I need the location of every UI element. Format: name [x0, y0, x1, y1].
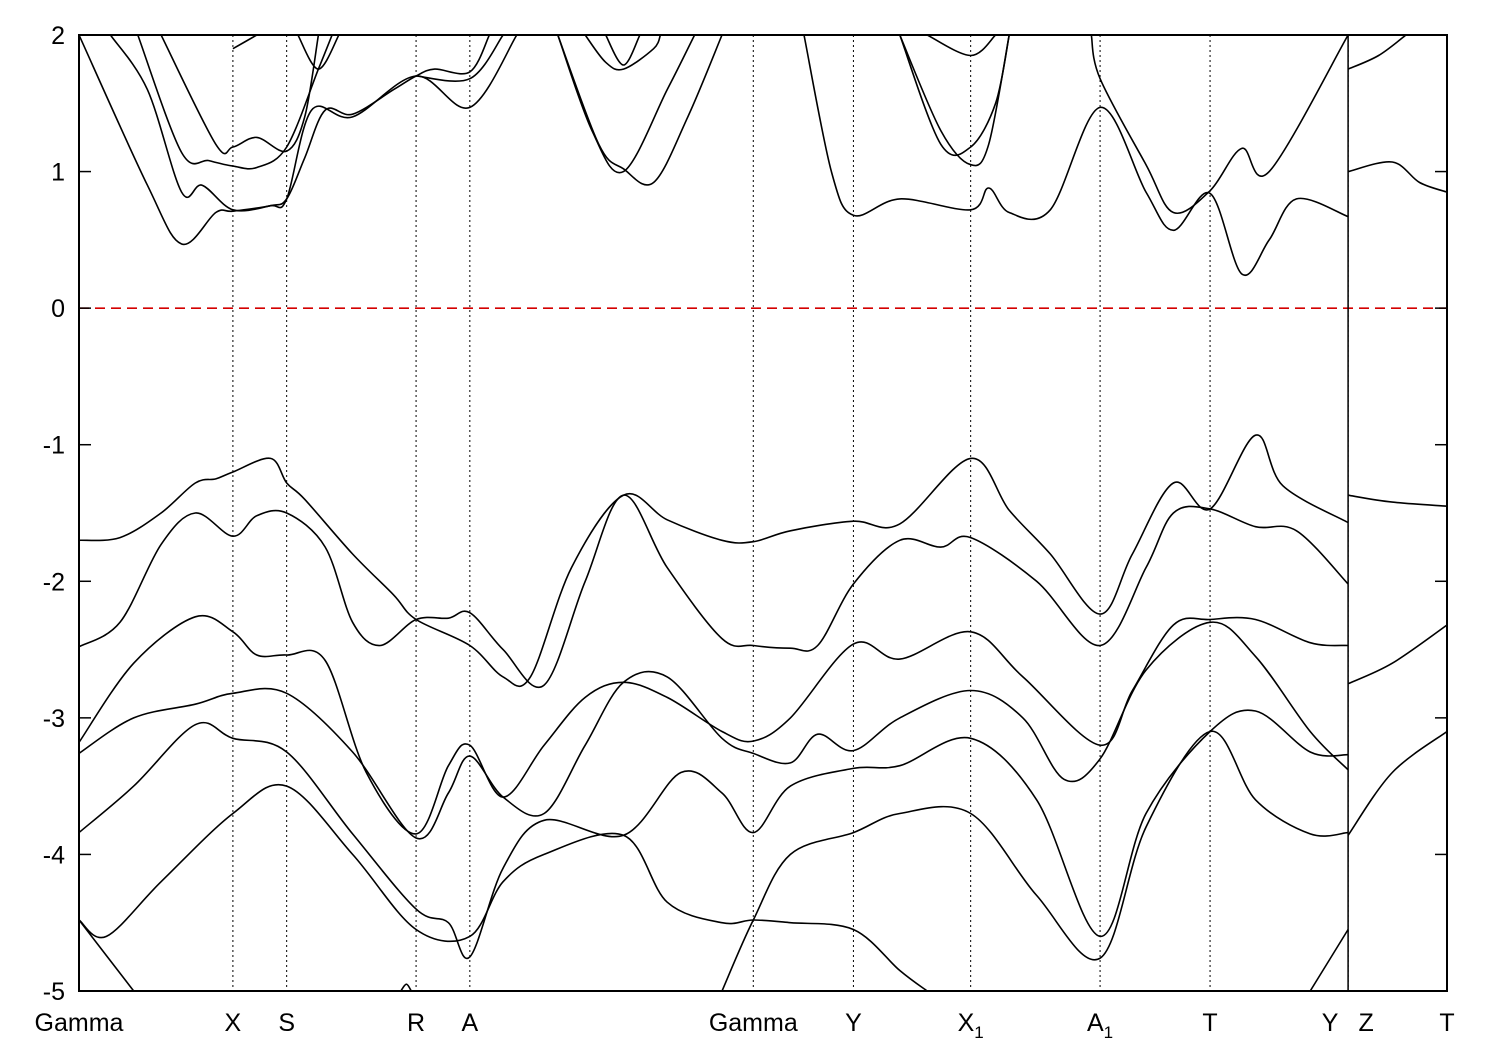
y-tick-label-7: 2 — [51, 22, 65, 50]
x-tick-label-11: Y — [1322, 1009, 1339, 1037]
band-line-10 — [109, 35, 518, 212]
band-line-8 — [721, 730, 1349, 991]
band-line-13 — [160, 35, 320, 155]
band-line-29 — [1347, 624, 1447, 685]
y-tick-label-2: -3 — [43, 705, 65, 733]
y-tick-label-0: -5 — [43, 978, 65, 1006]
x-tick-label-2: S — [278, 1009, 295, 1037]
x-tick-label-1: X — [225, 1009, 242, 1037]
band-line-7 — [400, 983, 412, 991]
x-tick-label-0: Gamma — [35, 1009, 124, 1037]
plot-frame — [78, 34, 1448, 992]
x-tick-label-6: Gamma — [709, 1009, 798, 1037]
band-lines — [79, 35, 1447, 991]
kpoint-lines — [232, 35, 1349, 991]
y-tick-label-1: -4 — [43, 841, 65, 869]
band-line-25 — [1090, 35, 1349, 215]
band-line-19 — [584, 35, 662, 71]
band-line-1 — [79, 494, 1349, 689]
x-tick-label-9: A1 — [1087, 1009, 1113, 1042]
x-tick-label-12: Z — [1358, 1009, 1373, 1037]
x-tick-label-8: X1 — [958, 1009, 984, 1042]
band-line-2 — [79, 614, 1349, 835]
band-line-20 — [604, 35, 641, 66]
band-line-4 — [79, 709, 1349, 960]
y-axis: -5 -4 -3 -2 -1 0 1 2 — [43, 22, 1447, 1006]
x-tick-label-4: A — [461, 1009, 478, 1037]
band-line-23 — [899, 35, 1010, 167]
band-line-24 — [926, 35, 997, 57]
band-line-21 — [803, 35, 1349, 277]
band-line-27 — [1347, 161, 1447, 193]
band-line-16 — [416, 35, 504, 83]
band-line-0 — [79, 434, 1349, 688]
band-line-30 — [1347, 730, 1447, 836]
y-tick-label-5: 0 — [51, 295, 65, 323]
band-line-26 — [1347, 35, 1407, 70]
band-line-22 — [899, 35, 1010, 156]
y-tick-label-6: 1 — [51, 159, 65, 187]
x-tick-label-7: Y — [845, 1009, 862, 1037]
band-line-9 — [1309, 929, 1349, 991]
band-line-3 — [79, 621, 1349, 840]
band-line-28 — [1347, 494, 1447, 507]
band-line-15 — [297, 35, 340, 70]
band-line-12 — [79, 35, 491, 245]
band-line-6 — [79, 919, 135, 991]
band-line-11 — [137, 35, 333, 170]
x-axis: GammaXSRAZGammaYX1A1TYZT — [35, 1009, 1455, 1042]
band-line-18 — [557, 35, 696, 174]
x-tick-label-3: R — [407, 1009, 425, 1037]
y-tick-label-3: -2 — [43, 568, 65, 596]
band-line-17 — [557, 35, 723, 186]
x-tick-label-10: T — [1202, 1009, 1217, 1037]
band-line-5 — [79, 783, 928, 991]
y-tick-label-4: -1 — [43, 432, 65, 460]
band-line-14 — [232, 35, 258, 50]
x-tick-label-13: T — [1439, 1009, 1454, 1037]
